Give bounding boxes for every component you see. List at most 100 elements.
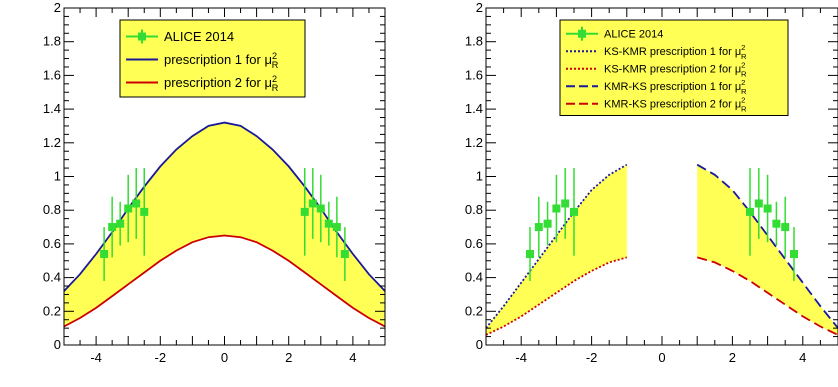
legend-text: KMR-KS prescription 2 for [604,99,735,111]
x-tick-label: 4 [799,350,806,365]
legend-label: prescription 2 for μ2 R [164,74,279,93]
data-point [332,223,341,232]
data-point [132,199,141,208]
series-line-lower [485,256,628,336]
x-tick-label: 0 [221,350,228,365]
y-tick-label: 1.4 [43,101,61,116]
data-point [308,199,317,208]
data-point [763,204,772,213]
legend-text: ALICE 2014 [604,29,663,41]
x-tick-label: 2 [729,350,736,365]
y-tick-label: 1.2 [43,135,61,150]
legend-label: KMR-KS prescription 1 for μ2 R [604,78,747,96]
data-point [300,207,309,216]
y-tick-label: 0 [54,337,61,352]
theory-band [64,122,385,327]
legend-sub: R [272,60,279,70]
legend-exp: 2 [272,74,277,84]
legend-label: prescription 1 for μ2 R [164,51,279,70]
y-tick-label: 0.8 [465,202,483,217]
legend-mu: μ [735,99,741,111]
series-line-lower [63,234,386,328]
legend-sub: R [272,83,279,93]
y-tick-label: 0.2 [465,303,483,318]
legend-box [559,19,789,116]
legend-exp: 2 [272,51,277,61]
data-point [116,219,125,228]
y-tick-label: 1.8 [465,34,483,49]
data-point [772,219,781,228]
legend-marker [578,29,586,38]
legend-sub: R [741,87,747,96]
data-point [324,219,333,228]
data-point [746,207,754,216]
y-tick-label: 1 [476,169,483,184]
y-tick-label: 1.2 [465,135,483,150]
y-tick-label: 1 [54,169,61,184]
y-tick-label: 0.6 [465,236,483,251]
legend-label: ALICE 2014 [164,29,234,44]
legend-mu: μ [735,64,741,76]
x-tick-label: -4 [515,350,527,365]
y-tick-label: 0.8 [43,202,61,217]
x-tick-label: -4 [90,350,102,365]
legend-label: KMR-KS prescription 2 for μ2 R [604,96,747,114]
legend-exp: 2 [741,61,745,70]
y-tick-label: 0.4 [465,270,483,285]
legend-exp: 2 [741,78,745,87]
legend-text: prescription 1 for [164,52,264,67]
data-point [561,199,570,208]
y-tick-label: 2 [476,0,483,15]
x-tick-label: 2 [285,350,292,365]
data-point [534,223,543,232]
legend-text: KS-KMR prescription 2 for [604,64,735,76]
data-point [552,204,561,213]
data-point [543,219,552,228]
x-tick-label: -2 [586,350,598,365]
data-point [316,204,325,213]
chart-1: -4 -2 0 2 4 0 0.2 0.4 0.6 0.8 1 1.2 1.4 1.6 1.8 2 ALICE … [43,0,386,365]
x-tick-label: -2 [155,350,167,365]
data-point [781,223,790,232]
legend-mu: μ [735,81,741,93]
y-tick-label: 1.6 [43,67,61,82]
legend-text: KMR-KS prescription 1 for [604,81,735,93]
data-point [790,250,798,259]
legend-mu: μ [264,52,272,67]
legend-sub: R [741,52,747,61]
y-tick-label: 1.8 [43,34,61,49]
data-point [108,223,117,232]
data-point [526,250,534,259]
data-point [140,207,149,216]
legend-label: ALICE 2014 [604,29,663,41]
series-line-lower [696,256,838,336]
legend-marker [138,32,146,41]
x-tick-label: 4 [349,350,356,365]
y-tick-label: 0.2 [43,303,61,318]
chart-2: -4 -2 0 2 4 0 0.2 0.4 0.6 0.8 1 1.2 1.4 1.6 1.8 2 ALICE … [465,0,838,365]
legend-mu: μ [735,46,741,58]
data-point [570,207,578,216]
legend-text: prescription 2 for [164,75,264,90]
legend-text: ALICE 2014 [164,29,234,44]
y-tick-label: 2 [54,0,61,15]
data-point [754,199,763,208]
legend-sub: R [741,105,747,114]
data-point [100,250,109,259]
legend-exp: 2 [741,96,745,105]
legend-mu: μ [264,75,272,90]
legend-exp: 2 [741,43,745,52]
data-point [124,204,133,213]
x-tick-label: 0 [658,350,665,365]
y-tick-label: 1.6 [465,67,483,82]
y-tick-label: 0.4 [43,270,61,285]
legend-label: KS-KMR prescription 1 for μ2 R [604,43,747,61]
y-tick-label: 0 [476,337,483,352]
theory-band [486,164,627,335]
y-tick-label: 1.4 [465,101,483,116]
legend-sub: R [741,70,747,79]
legend-text: KS-KMR prescription 1 for [604,46,735,58]
y-tick-label: 0.6 [43,236,61,251]
legend-label: KS-KMR prescription 2 for μ2 R [604,61,747,79]
